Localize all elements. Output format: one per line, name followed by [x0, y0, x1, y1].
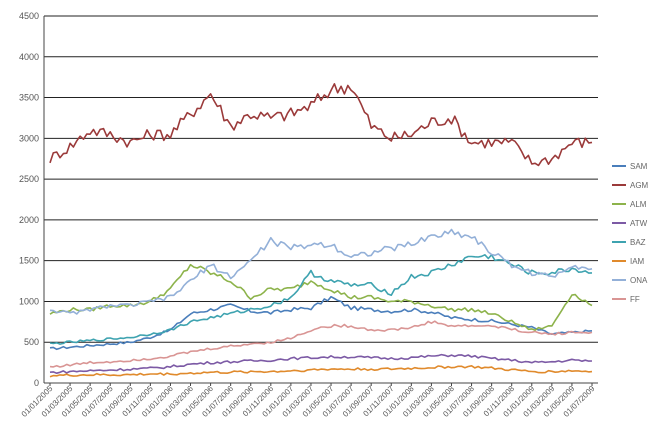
- y-tick-label: 4000: [19, 52, 39, 62]
- series-line-baz: [49, 254, 593, 345]
- series-line-ona: [49, 228, 593, 315]
- y-tick-label: 2000: [19, 215, 39, 225]
- legend-label-iam: IAM: [630, 257, 645, 266]
- series-line-iam: [49, 364, 593, 378]
- series-lines: [49, 83, 593, 378]
- y-axis: 0 500 1000 1500 2000 2500 3000 3500 4000 4500: [19, 11, 45, 388]
- y-tick-label: 2500: [19, 174, 39, 184]
- y-tick-label: 3500: [19, 93, 39, 103]
- y-tick-label: 1500: [19, 256, 39, 266]
- legend-label-ona: ONA: [630, 276, 648, 285]
- x-axis: 01/01/200501/03/200501/05/200501/07/2005…: [20, 382, 598, 419]
- y-tick-label: 1000: [19, 296, 39, 306]
- legend-label-agm: AGM: [630, 181, 649, 190]
- series-line-agm: [49, 83, 593, 167]
- legend: SAM AGM ALM ATW BAZ IAM ONA FF: [612, 162, 649, 304]
- series-line-ff: [49, 320, 593, 368]
- y-tick-label: 500: [24, 337, 39, 347]
- legend-label-sam: SAM: [630, 162, 648, 171]
- y-tick-label: 3000: [19, 133, 39, 143]
- y-tick-label: 4500: [19, 11, 39, 21]
- legend-label-baz: BAZ: [630, 238, 646, 247]
- series-line-atw: [49, 353, 593, 375]
- y-tick-label: 0: [34, 378, 39, 388]
- legend-label-atw: ATW: [630, 219, 648, 228]
- legend-label-ff: FF: [630, 295, 640, 304]
- series-line-alm: [49, 263, 593, 332]
- gridlines: [44, 15, 598, 343]
- series-line-sam: [49, 295, 593, 351]
- legend-label-alm: ALM: [630, 200, 647, 209]
